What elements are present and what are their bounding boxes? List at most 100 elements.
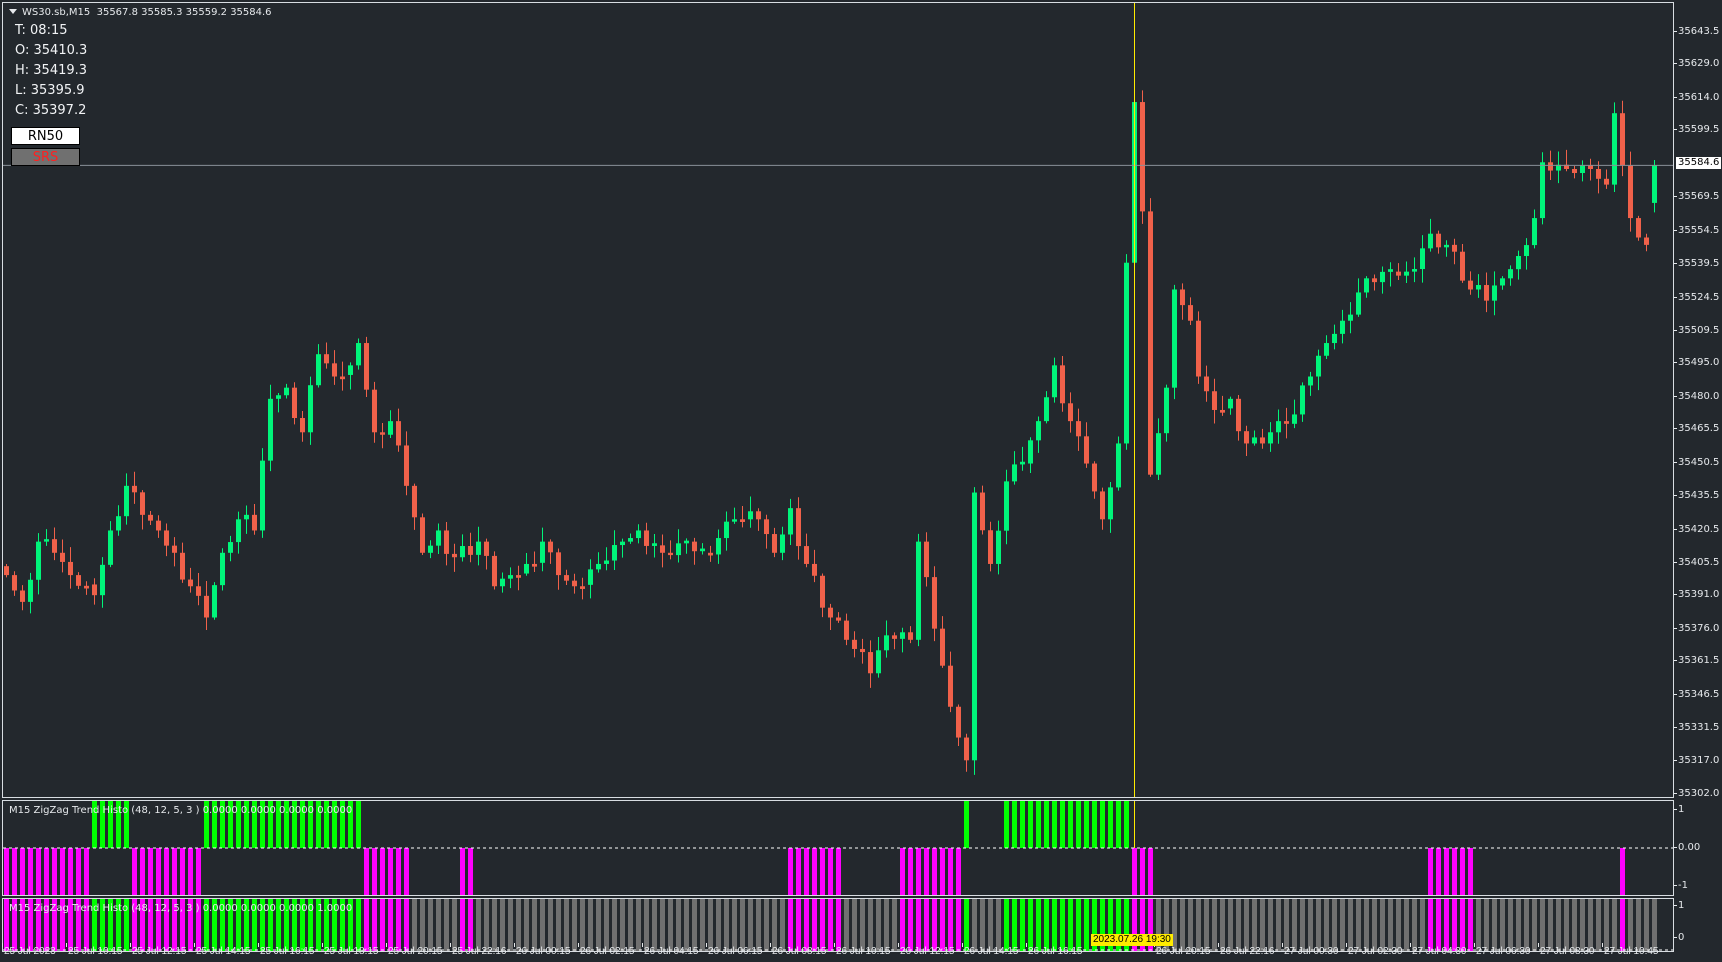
histo-bar-state [1484,899,1489,951]
histo-bar-state [916,899,921,951]
candle [684,538,689,554]
candle [1372,274,1377,291]
price-tick: 35331.5 [1673,722,1720,734]
histo-bar-state [884,899,889,951]
histo-bar-state [164,899,169,951]
indicator-1-label: M15 ZigZag Trend Histo (48, 12, 5, 3 ) 0… [9,805,353,816]
histo-bar-state [436,899,441,951]
histo-bar-state [1508,899,1513,951]
indicator-pane-1[interactable]: M15 ZigZag Trend Histo (48, 12, 5, 3 ) 0… [2,800,1674,896]
rn50-button[interactable]: RN50 [11,127,80,145]
histo-bar-up [292,801,297,848]
histo-bar-state [1276,899,1281,951]
histo-bar-state [692,899,697,951]
candle [1260,428,1265,449]
histo-bar-state [748,899,753,951]
candle [1060,356,1065,412]
candle [740,506,745,528]
candle [1436,230,1441,254]
candle [1116,436,1121,491]
histo-bar-up [276,801,281,848]
histo-bar-state [1260,899,1265,951]
histo-bar-up [92,801,97,848]
histo-bar-down [1620,848,1625,895]
histo-bar-state [1092,899,1097,951]
candle [404,431,409,496]
candle [332,350,337,385]
histo-bar-state [660,899,665,951]
histo-bar-state [172,899,177,951]
candle [380,422,385,449]
candle [1228,396,1233,415]
candle [588,559,593,599]
candle [836,612,841,623]
histo-bar-state [1428,899,1433,951]
histo-bar-state [444,899,449,951]
candle [396,408,401,452]
candle [852,631,857,658]
price-tick: 35480.0 [1673,390,1720,402]
histo-bar-state [1524,899,1529,951]
candle [948,651,953,713]
histo-bar-state [116,899,121,951]
candle [452,543,457,572]
histo-bar-state [1628,899,1633,951]
histo-bar-up [1004,801,1009,848]
histo-bar-down [196,848,201,895]
histo-bar-state [12,899,17,951]
candle [172,537,177,567]
histo-bar-state [572,899,577,951]
histo-bar-up [316,801,321,848]
histo-bar-state [284,899,289,951]
histo-bar-state [1132,899,1137,951]
candle [532,551,537,572]
histo-bar-state [20,899,25,951]
candle [1236,395,1241,441]
price-chart[interactable]: WS30.sb,M15 35567.8 35585.3 35559.2 3558… [2,2,1674,798]
candle [652,533,657,558]
histo-bar-state [1436,899,1441,951]
histo-bar-state [700,899,705,951]
candle [44,529,49,546]
candle [500,572,505,593]
histo-bar-state [524,899,529,951]
indicator-pane-2[interactable]: M15 ZigZag Trend Histo (48, 12, 5, 3 ) 0… [2,898,1674,952]
candle [324,342,329,369]
histo-bar-up [100,801,105,848]
histo-bar-up [124,801,129,848]
histo-bar-down [364,848,369,895]
histo-bar-state [1548,899,1553,951]
price-tick: 35524.5 [1673,291,1720,303]
histo-bar-down [12,848,17,895]
histo-bar-down [924,848,929,895]
histo-bar-state [1468,899,1473,951]
histo-bar-up [260,801,265,848]
histo-bar-down [940,848,945,895]
price-axis[interactable]: 35643.5 35629.0 35614.0 35599.5 35569.5 35554… [1673,0,1722,962]
histo-bar-state [300,899,305,951]
candle [1500,276,1505,290]
histo-bar-up [1044,801,1049,848]
candle [1628,151,1633,232]
dropdown-triangle-icon[interactable] [9,9,17,14]
histo-bar-up [268,801,273,848]
candle [996,520,1001,575]
histo-bar-state [1268,899,1273,951]
candle [980,485,985,535]
candle [156,515,161,538]
candle [1580,160,1585,182]
histo-bar-state [492,899,497,951]
histo-bar-state [676,899,681,951]
histo-bar-state [1100,899,1105,951]
candle [428,540,433,559]
histo-bar-down [1468,848,1473,895]
histo-bar-state [1324,899,1329,951]
histo-bar-state [948,899,953,951]
srs-button[interactable]: SRS [11,148,80,166]
candle [132,471,137,504]
candle [1340,309,1345,344]
histo-bar-down [84,848,89,895]
candle [36,533,41,595]
histo-bar-up [244,801,249,848]
candle [1564,149,1569,172]
